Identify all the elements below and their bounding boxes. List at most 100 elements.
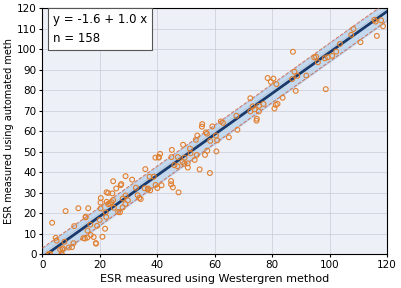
- Point: [264, 76, 271, 80]
- Point: [181, 156, 188, 160]
- Point: [187, 146, 193, 151]
- Point: [61, 240, 68, 244]
- Point: [83, 215, 89, 219]
- Point: [192, 137, 199, 142]
- Point: [170, 185, 176, 190]
- Point: [234, 128, 241, 132]
- Point: [175, 190, 182, 195]
- Point: [255, 109, 262, 114]
- Point: [80, 236, 87, 240]
- Point: [45, 252, 52, 256]
- Point: [91, 235, 97, 239]
- Point: [303, 73, 310, 78]
- Point: [249, 104, 256, 109]
- Point: [134, 193, 141, 198]
- Point: [49, 220, 55, 225]
- Point: [117, 183, 124, 187]
- Point: [84, 235, 91, 240]
- Point: [156, 155, 162, 159]
- Point: [59, 247, 65, 252]
- Point: [145, 186, 151, 191]
- Point: [260, 102, 267, 106]
- Y-axis label: ESR measured using automated meth: ESR measured using automated meth: [4, 38, 14, 224]
- Point: [63, 209, 69, 213]
- Point: [97, 196, 104, 200]
- Point: [110, 179, 116, 183]
- Point: [220, 120, 226, 125]
- Point: [187, 151, 194, 156]
- Point: [322, 56, 328, 60]
- Point: [59, 252, 65, 256]
- Point: [111, 206, 117, 210]
- Point: [203, 130, 209, 135]
- Point: [294, 73, 300, 78]
- Point: [204, 148, 211, 153]
- Point: [113, 186, 119, 191]
- Point: [109, 191, 115, 196]
- Point: [213, 149, 220, 154]
- Point: [175, 155, 181, 159]
- Point: [105, 191, 111, 195]
- Point: [191, 158, 198, 162]
- Point: [58, 252, 65, 256]
- Point: [207, 171, 213, 175]
- Point: [129, 177, 135, 182]
- Point: [289, 77, 296, 82]
- Point: [69, 245, 75, 249]
- Point: [253, 116, 260, 121]
- Point: [293, 89, 299, 93]
- Point: [97, 200, 104, 205]
- Point: [122, 174, 129, 179]
- Point: [373, 19, 379, 24]
- Point: [198, 124, 205, 129]
- Point: [102, 226, 108, 231]
- Point: [103, 210, 109, 215]
- Point: [97, 218, 103, 222]
- Point: [82, 215, 89, 220]
- Point: [267, 79, 274, 84]
- Point: [110, 198, 116, 202]
- Point: [256, 104, 262, 108]
- Point: [122, 193, 129, 198]
- Point: [107, 201, 113, 206]
- Point: [324, 55, 331, 60]
- Point: [75, 206, 81, 211]
- Point: [371, 18, 378, 22]
- Point: [87, 233, 94, 237]
- Point: [103, 215, 109, 219]
- Point: [122, 202, 129, 206]
- Point: [85, 206, 91, 211]
- Point: [99, 234, 105, 239]
- Point: [247, 109, 253, 114]
- Point: [151, 174, 157, 179]
- Point: [145, 187, 151, 192]
- Point: [291, 69, 298, 74]
- Point: [233, 113, 239, 118]
- Point: [374, 34, 380, 38]
- Point: [47, 252, 53, 256]
- Point: [82, 236, 88, 241]
- Point: [57, 247, 63, 252]
- Point: [152, 155, 159, 160]
- Point: [202, 153, 208, 157]
- Point: [279, 95, 286, 100]
- Point: [168, 182, 174, 187]
- Point: [93, 241, 99, 245]
- Point: [138, 197, 144, 201]
- Point: [94, 223, 100, 228]
- Point: [204, 131, 210, 136]
- Point: [337, 42, 343, 46]
- Point: [313, 54, 319, 59]
- Point: [70, 241, 77, 245]
- Point: [136, 196, 142, 200]
- Point: [251, 107, 258, 112]
- Point: [146, 175, 153, 179]
- Point: [53, 236, 59, 240]
- Point: [105, 202, 111, 206]
- Point: [194, 153, 200, 157]
- Point: [350, 26, 356, 31]
- Point: [273, 103, 279, 107]
- Point: [93, 241, 99, 246]
- Point: [125, 198, 131, 202]
- Point: [108, 200, 115, 204]
